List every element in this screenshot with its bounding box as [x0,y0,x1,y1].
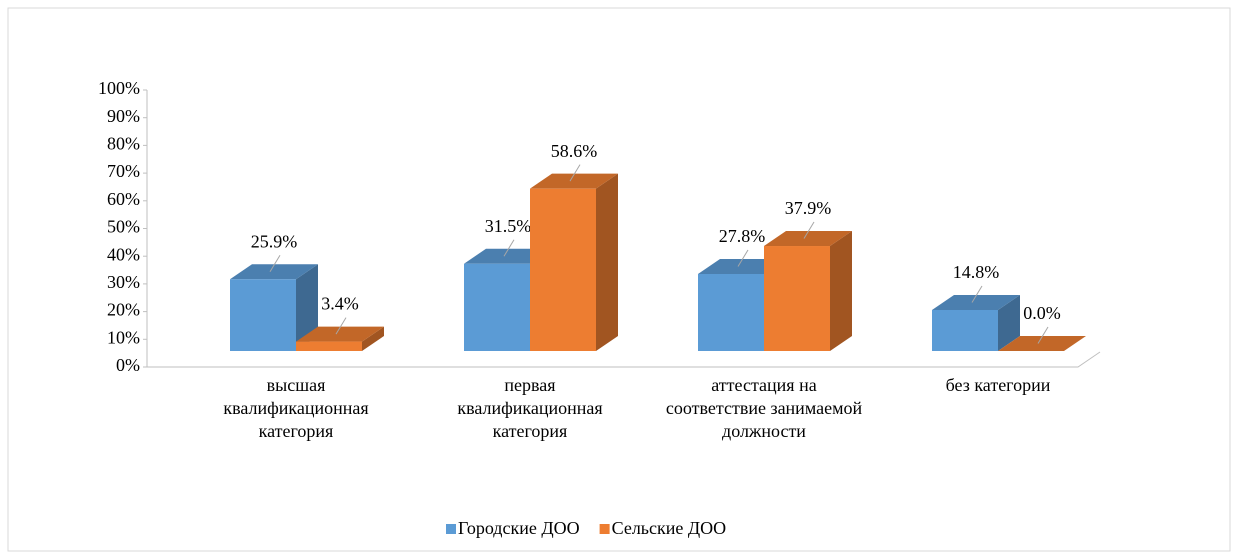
leader-line [269,254,281,273]
bar [530,188,596,351]
value-label: 37.9% [785,198,832,218]
x-tick-label: высшая квалификационная категория [223,375,369,441]
value-label: 25.9% [251,231,298,251]
value-label: 27.8% [719,226,766,246]
x-axis [147,351,1101,368]
value-label: 3.4% [321,294,359,314]
value-label: 58.6% [551,141,598,161]
bar-side [998,295,1020,351]
bar [764,246,830,351]
leader-line [1037,326,1049,344]
bar-side [362,326,384,351]
leader-line [737,249,749,267]
leader-line [503,239,515,257]
leader-line [803,221,815,239]
y-tick-label: 20% [107,300,140,320]
bar-side [830,231,852,351]
bar [296,341,362,351]
legend-label: Городские ДОО [458,518,580,538]
legend-swatch [446,524,456,534]
leader-line [971,285,983,303]
bar-top [932,295,1020,311]
bar-side [596,173,618,351]
bar [698,273,764,351]
bar [464,263,530,351]
legend-label: Сельские ДОО [612,518,727,538]
bar-top [998,336,1086,351]
bar-top [530,173,618,189]
value-label: 31.5% [485,216,532,236]
value-label: 14.8% [953,262,1000,282]
bar [230,279,296,351]
legend-swatch [599,524,610,534]
y-tick-label: 10% [107,327,140,347]
y-tick-label: 50% [107,217,140,237]
leader-line [335,317,347,335]
chart-frame [7,7,1231,552]
y-tick-label: 70% [107,161,140,181]
y-tick-label: 80% [107,134,140,154]
bar [932,310,998,351]
x-tick-label: аттестация на соответствие занимаемой до… [665,375,863,441]
bar-top [296,326,384,342]
y-tick-label: 60% [107,189,140,209]
y-tick-label: 30% [107,272,140,292]
value-label: 0.0% [1023,303,1061,323]
y-tick-label: 90% [107,106,140,126]
bar-top [764,231,852,247]
leader-line [569,164,581,182]
y-tick-label: 40% [107,244,140,264]
y-tick-label: 0% [116,355,140,375]
x-tick-label: первая квалификационная категория [457,375,603,441]
bar-top [230,264,318,280]
y-tick-label: 100% [98,78,140,98]
bar-side [296,264,318,351]
x-tick-label: без категории [945,375,1051,395]
